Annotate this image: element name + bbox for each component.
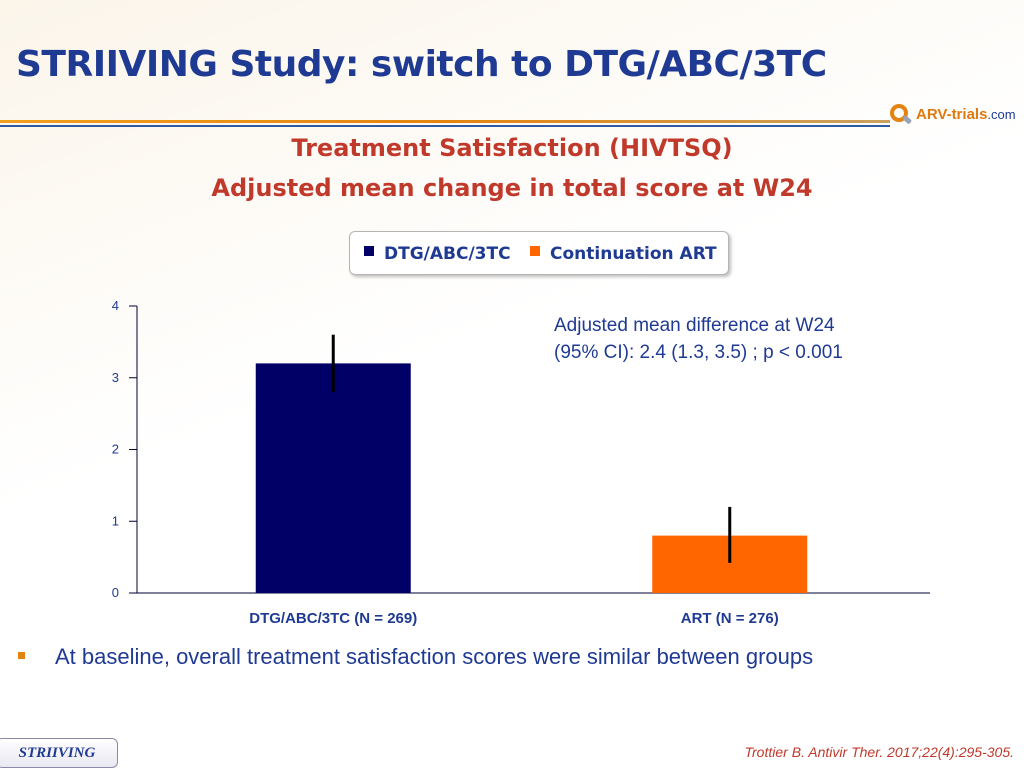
chart-legend: DTG/ABC/3TC Continuation ART: [349, 231, 729, 275]
chart-subtitle-1: Treatment Satisfaction (HIVTSQ): [291, 134, 733, 162]
annotation-line-1: Adjusted mean difference at W24: [554, 315, 835, 336]
y-tick-label-1: 1: [112, 513, 119, 528]
legend-item-art: Continuation ART: [530, 244, 717, 264]
logo-icon: [890, 104, 912, 124]
legend-swatch-art: [530, 246, 540, 256]
y-tick-label-2: 2: [112, 442, 119, 457]
title-rule-orange: [0, 120, 890, 123]
chart-subtitle-2: Adjusted mean change in total score at W…: [211, 174, 813, 202]
legend-label-dtg: DTG/ABC/3TC: [384, 244, 511, 264]
annotation-line-2: (95% CI): 2.4 (1.3, 3.5) ; p < 0.001: [554, 342, 843, 363]
category-label-0: DTG/ABC/3TC (N = 269): [249, 610, 417, 627]
logo-text: ARV-trials.com: [916, 106, 1016, 123]
mean-difference-annotation: Adjusted mean difference at W24 (95% CI)…: [554, 312, 843, 366]
y-tick-label-4: 4: [112, 298, 119, 313]
study-tag: STRIIVING: [0, 738, 118, 768]
study-tag-label: STRIIVING: [18, 745, 96, 761]
logo-domain: .com: [987, 107, 1016, 122]
legend-swatch-dtg: [364, 246, 374, 256]
y-tick-label-0: 0: [112, 585, 119, 600]
y-tick-label-3: 3: [112, 370, 119, 385]
title-rule-blue: [0, 125, 890, 127]
legend-label-art: Continuation ART: [550, 244, 717, 264]
arv-trials-logo: ARV-trials.com: [888, 100, 1018, 128]
page-title: STRIIVING Study: switch to DTG/ABC/3TC: [16, 44, 827, 85]
citation: Trottier B. Antivir Ther. 2017;22(4):295…: [744, 744, 1015, 760]
bullet-text: At baseline, overall treatment satisfact…: [55, 644, 814, 669]
legend-item-dtg: DTG/ABC/3TC: [364, 244, 511, 264]
bar-0: [255, 363, 411, 593]
bullet-marker: [18, 652, 25, 659]
category-label-1: ART (N = 276): [681, 610, 779, 627]
logo-name: ARV-trials: [916, 106, 988, 123]
